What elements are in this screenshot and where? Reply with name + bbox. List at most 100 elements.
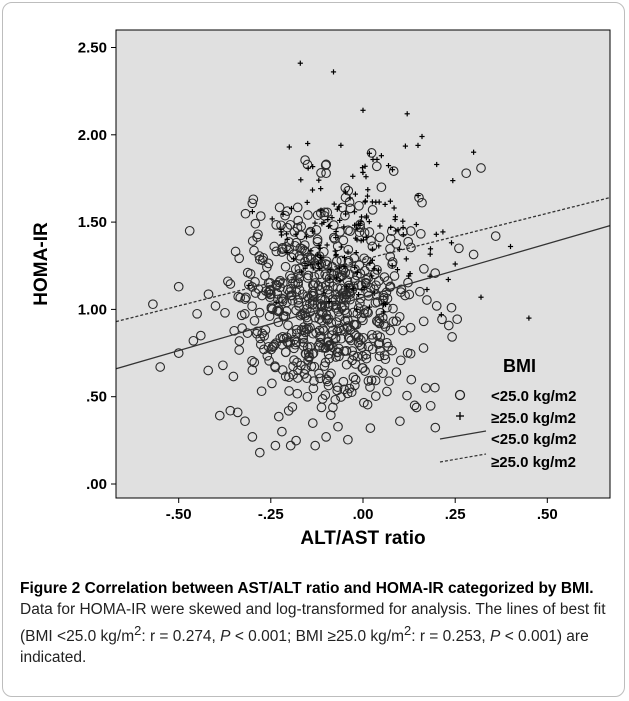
data-point-circle — [220, 307, 230, 318]
caption-text-5: : r = 0.253, — [411, 628, 491, 646]
data-point-circle — [281, 306, 292, 317]
data-point-plus — [310, 164, 316, 170]
data-point-circle — [273, 317, 284, 328]
data-point-circle — [254, 307, 265, 318]
data-point-plus — [352, 191, 358, 197]
data-point-plus — [400, 224, 406, 231]
y-tick-label: 1.00 — [78, 301, 107, 318]
data-point-circle — [225, 279, 236, 289]
data-point-circle — [290, 264, 301, 274]
data-point-circle — [345, 203, 356, 214]
data-point-plus — [526, 315, 532, 321]
data-point-circle — [267, 304, 278, 315]
x-tick-label: .00 — [353, 506, 374, 523]
data-point-circle — [240, 416, 250, 427]
data-point-circle — [383, 341, 393, 352]
data-point-circle — [325, 410, 336, 421]
data-point-circle — [253, 284, 264, 294]
data-point-circle — [308, 383, 319, 394]
data-point-circle — [409, 400, 420, 411]
data-point-circle — [375, 345, 385, 356]
data-point-plus — [324, 242, 330, 248]
y-tick-label: 1.50 — [78, 214, 107, 231]
data-point-circle — [405, 348, 416, 359]
legend-label-under25-markers: <25.0 kg/m2 — [491, 388, 576, 405]
data-point-plus — [471, 149, 477, 155]
data-point-plus — [338, 142, 344, 148]
data-point-circle — [287, 295, 298, 306]
data-point-circle — [314, 325, 325, 336]
data-point-plus — [452, 261, 458, 267]
data-point-plus — [419, 133, 425, 140]
data-point-plus — [249, 209, 255, 215]
data-point-circle — [374, 338, 385, 348]
data-point-plus — [345, 249, 351, 255]
data-point-circle — [430, 382, 440, 393]
data-point-plus — [347, 195, 353, 201]
data-point-circle — [452, 314, 463, 325]
data-point-circle — [447, 332, 457, 342]
data-point-circle — [250, 218, 261, 229]
data-point-circle — [344, 383, 355, 394]
data-point-circle — [375, 332, 386, 342]
data-point-circle — [280, 261, 291, 272]
data-point-plus — [284, 249, 290, 255]
data-point-plus — [325, 223, 332, 229]
data-point-plus — [389, 263, 395, 269]
data-point-plus — [400, 218, 406, 224]
data-point-plus — [305, 165, 311, 171]
data-point-plus — [316, 266, 322, 272]
data-point-plus — [359, 287, 365, 293]
data-point-circle — [303, 355, 313, 365]
data-point-plus — [288, 205, 295, 212]
data-point-plus — [369, 273, 375, 279]
data-point-circle — [332, 326, 343, 337]
data-point-circle — [343, 257, 354, 268]
caption-text-1: Data for HOMA-IR were skewed and — [20, 601, 272, 618]
data-point-plus — [394, 267, 401, 273]
data-point-circle — [418, 316, 429, 327]
data-point-circle — [309, 376, 319, 386]
y-axis-title: HOMA-IR — [31, 222, 52, 306]
data-point-circle — [403, 236, 414, 247]
data-point-circle — [380, 354, 391, 365]
legend-label-over25-markers: ≥25.0 kg/m2 — [491, 410, 576, 427]
data-point-plus — [318, 207, 324, 213]
y-tick-label: 2.00 — [78, 127, 107, 144]
data-point-circle — [417, 197, 427, 208]
data-point-circle — [353, 303, 364, 313]
data-point-plus — [358, 214, 365, 220]
data-point-circle — [291, 324, 302, 335]
data-point-circle — [255, 333, 266, 344]
data-point-circle — [192, 308, 202, 319]
data-point-plus — [369, 257, 375, 263]
data-point-plus — [389, 167, 396, 173]
data-point-circle — [247, 355, 257, 366]
data-point-circle — [391, 238, 402, 249]
data-point-circle — [289, 343, 299, 354]
data-point-circle — [358, 332, 369, 343]
data-point-circle — [214, 410, 225, 421]
data-point-circle — [270, 440, 281, 451]
data-point-circle — [264, 285, 275, 296]
data-point-circle — [420, 383, 431, 393]
data-point-plus — [366, 304, 373, 310]
data-point-circle — [260, 270, 270, 281]
data-point-plus — [369, 199, 375, 205]
data-point-circle — [341, 345, 352, 356]
x-axis-ticks: -.50 -.25 .00 .25 .50 — [166, 498, 558, 523]
data-point-plus — [291, 256, 297, 262]
data-point-circle — [257, 328, 268, 339]
data-point-plus — [353, 235, 359, 241]
data-point-circle — [292, 388, 303, 399]
data-point-circle — [291, 287, 302, 297]
data-point-circle — [255, 211, 266, 221]
data-point-circle — [405, 226, 416, 236]
y-axis-ticks: .00 .50 1.00 1.50 2.00 2.50 — [78, 40, 116, 493]
data-point-circle — [240, 294, 250, 304]
data-point-circle — [395, 355, 406, 366]
data-point-plus — [298, 177, 304, 183]
data-point-circle — [264, 311, 275, 322]
data-point-circle — [330, 289, 341, 300]
data-point-circle — [365, 382, 375, 392]
